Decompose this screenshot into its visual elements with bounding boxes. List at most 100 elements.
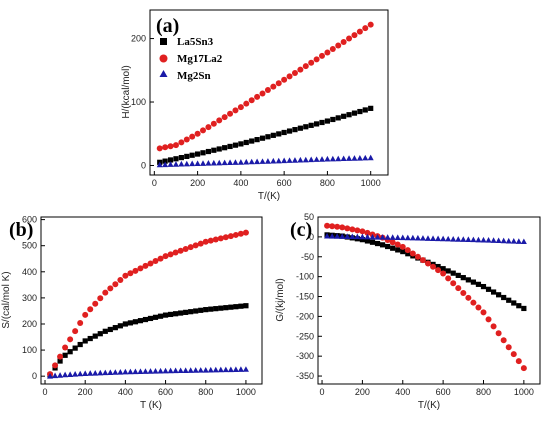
x-tick-label: 800	[476, 387, 491, 397]
point-la5sn3	[480, 283, 487, 290]
point-mg17la2	[112, 281, 119, 288]
point-mg2sn	[349, 233, 356, 240]
point-la5sn3	[102, 328, 108, 334]
point-mg17la2	[167, 143, 174, 150]
point-la5sn3	[440, 266, 446, 272]
point-mg17la2	[82, 311, 89, 318]
point-la5sn3	[249, 138, 255, 144]
point-mg2sn	[379, 234, 386, 240]
legend-label-mg2sn: Mg2Sn	[177, 70, 211, 82]
point-la5sn3	[496, 292, 502, 298]
point-mg2sn	[172, 161, 179, 167]
point-la5sn3	[485, 286, 492, 292]
point-mg17la2	[351, 32, 358, 39]
point-la5sn3	[178, 310, 184, 316]
point-la5sn3	[335, 115, 341, 121]
x-tick-label: 400	[395, 387, 410, 397]
y-tick-label: -100	[296, 272, 314, 282]
point-mg2sn	[445, 235, 452, 242]
x-tick-label: 1000	[236, 387, 256, 397]
point-mg2sn	[362, 154, 369, 161]
point-mg2sn	[242, 366, 249, 372]
point-mg2sn	[354, 233, 361, 240]
point-la5sn3	[395, 247, 401, 253]
point-la5sn3	[183, 309, 189, 315]
point-mg17la2	[515, 358, 522, 365]
y-tick-label: 400	[22, 267, 37, 277]
point-la5sn3	[112, 325, 118, 331]
x-tick-label: 800	[320, 178, 335, 188]
point-la5sn3	[198, 307, 204, 313]
point-la5sn3	[195, 151, 201, 157]
panel-c-xlabel: T/(K)	[418, 400, 440, 411]
point-mg2sn	[394, 234, 401, 240]
point-mg17la2	[177, 247, 184, 254]
x-tick-label: 800	[198, 387, 213, 397]
x-tick-label: 200	[355, 387, 370, 397]
point-la5sn3	[218, 305, 224, 311]
point-mg17la2	[440, 270, 447, 277]
point-mg2sn	[465, 236, 472, 243]
point-mg2sn	[404, 234, 411, 241]
point-mg2sn	[351, 155, 358, 161]
point-mg17la2	[248, 97, 255, 104]
panel-c-label: (c)	[290, 219, 312, 241]
point-mg2sn	[232, 366, 239, 372]
point-la5sn3	[460, 275, 466, 281]
point-mg17la2	[152, 258, 159, 265]
point-la5sn3	[281, 129, 287, 136]
point-mg2sn	[97, 369, 104, 376]
point-mg17la2	[354, 227, 361, 234]
point-mg2sn	[67, 371, 74, 377]
point-mg17la2	[227, 233, 234, 240]
point-la5sn3	[92, 333, 98, 339]
legend-marker-mg17la2	[159, 54, 168, 63]
point-mg17la2	[227, 110, 234, 117]
point-mg17la2	[389, 239, 396, 246]
point-mg2sn	[356, 154, 363, 161]
point-la5sn3	[297, 125, 303, 131]
point-mg17la2	[339, 224, 346, 231]
point-mg17la2	[117, 276, 124, 283]
point-la5sn3	[167, 311, 174, 318]
point-mg17la2	[281, 76, 288, 83]
point-mg2sn	[222, 366, 229, 373]
point-mg17la2	[259, 90, 266, 97]
point-la5sn3	[465, 277, 471, 283]
y-tick-label: 300	[22, 293, 37, 303]
point-mg2sn	[419, 235, 426, 241]
point-la5sn3	[233, 304, 239, 310]
point-mg17la2	[222, 234, 229, 241]
point-mg17la2	[313, 56, 320, 63]
y-tick-label: 200	[22, 319, 37, 329]
point-la5sn3	[286, 128, 293, 134]
point-mg17la2	[216, 117, 223, 124]
point-mg2sn	[142, 368, 149, 374]
x-tick-label: 1000	[361, 178, 381, 188]
point-mg2sn	[334, 233, 341, 239]
point-mg17la2	[435, 267, 442, 274]
point-mg2sn	[254, 158, 261, 165]
legend-marker-la5sn3	[160, 38, 167, 45]
point-mg17la2	[308, 59, 315, 66]
point-la5sn3	[490, 289, 497, 295]
point-mg2sn	[248, 158, 255, 165]
point-mg17la2	[157, 255, 164, 262]
point-mg2sn	[291, 157, 298, 163]
point-mg17la2	[67, 336, 74, 343]
point-mg17la2	[147, 260, 154, 267]
point-mg17la2	[404, 247, 411, 254]
point-mg2sn	[495, 237, 502, 244]
point-mg17la2	[335, 42, 342, 49]
point-la5sn3	[516, 303, 522, 309]
point-mg17la2	[495, 330, 502, 337]
point-mg17la2	[510, 351, 517, 358]
point-mg17la2	[480, 309, 487, 316]
y-tick-label: -50	[301, 252, 314, 262]
point-la5sn3	[405, 251, 411, 257]
point-mg2sn	[237, 366, 244, 372]
point-la5sn3	[400, 248, 406, 255]
point-mg2sn	[286, 157, 293, 163]
point-mg2sn	[384, 234, 391, 240]
point-mg2sn	[520, 238, 527, 245]
